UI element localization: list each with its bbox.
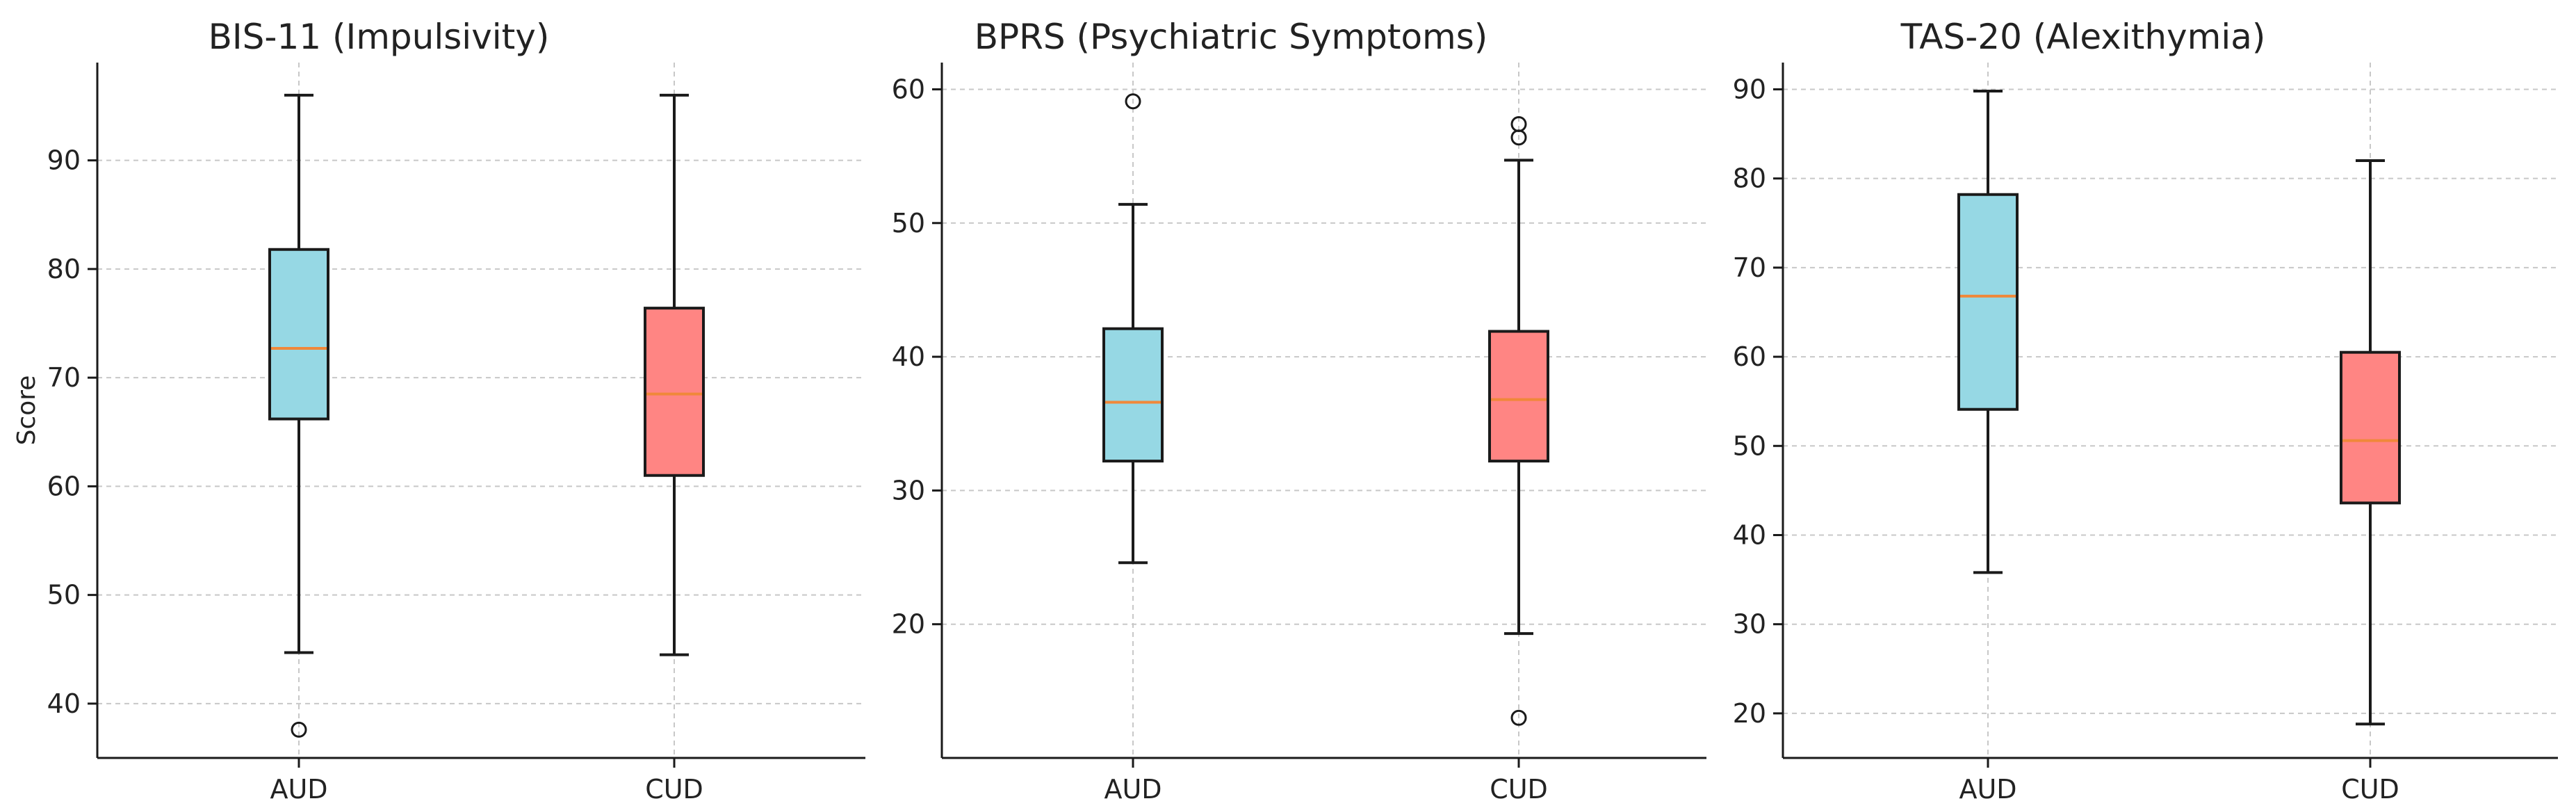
y-tick-label: 50 (892, 208, 925, 239)
box-cud (644, 307, 705, 477)
y-tick-label: 40 (1733, 519, 1766, 550)
panel-title: BIS-11 (Impulsivity) (209, 17, 550, 57)
box-cud (2340, 350, 2401, 505)
y-tick-label: 60 (1733, 341, 1766, 372)
panel-bis11: BIS-11 (Impulsivity) Score 40 50 60 70 80 90 A… (13, 17, 865, 805)
y-tick-label: 40 (892, 341, 925, 372)
x-tick-label: CUD (2341, 774, 2399, 805)
outlier-point (1510, 129, 1527, 146)
y-tick-label: 20 (1733, 698, 1766, 729)
y-tick-label: 70 (1733, 252, 1766, 283)
plot-area: 20 30 40 50 60 AUD CUD (892, 63, 1706, 805)
y-tick-label: 60 (47, 471, 81, 501)
outlier-point (291, 721, 307, 738)
outlier-point (1125, 93, 1141, 110)
y-tick-label: 50 (47, 580, 81, 611)
y-tick-label: 70 (47, 362, 81, 393)
panel-title: BPRS (Psychiatric Symptoms) (975, 17, 1488, 57)
box-aud (268, 248, 329, 421)
y-tick-label: 40 (47, 688, 81, 719)
y-tick-label: 90 (1733, 74, 1766, 104)
x-tick-label: CUD (1490, 774, 1548, 805)
outlier-point (1510, 709, 1527, 726)
y-axis-label: Score (13, 375, 41, 446)
x-tick-label: AUD (1959, 774, 2016, 805)
y-tick-label: 30 (892, 475, 925, 506)
box-aud (1957, 193, 2019, 411)
y-tick-label: 50 (1733, 430, 1766, 461)
y-tick-label: 20 (892, 609, 925, 640)
x-tick-label: AUD (1104, 774, 1161, 805)
x-tick-label: AUD (270, 774, 327, 805)
y-tick-label: 80 (1733, 163, 1766, 194)
y-tick-label: 60 (892, 74, 925, 104)
panel-bprs: BPRS (Psychiatric Symptoms) 20 30 40 50 60 AU… (892, 17, 1706, 805)
y-tick-label: 90 (47, 145, 81, 176)
plot-area: 40 50 60 70 80 90 AUD CUD (47, 63, 865, 805)
plot-area: 20 30 40 50 60 70 80 90 AUD CUD (1733, 63, 2558, 805)
x-tick-label: CUD (645, 774, 703, 805)
panel-title: TAS-20 (Alexithymia) (1900, 17, 2266, 57)
box-aud (1102, 327, 1164, 463)
panel-tas20: TAS-20 (Alexithymia) 20 30 40 50 60 70 80 90 AUD… (1733, 17, 2558, 805)
y-tick-label: 80 (47, 254, 81, 284)
y-tick-label: 30 (1733, 609, 1766, 640)
box-cud (1488, 330, 1549, 463)
